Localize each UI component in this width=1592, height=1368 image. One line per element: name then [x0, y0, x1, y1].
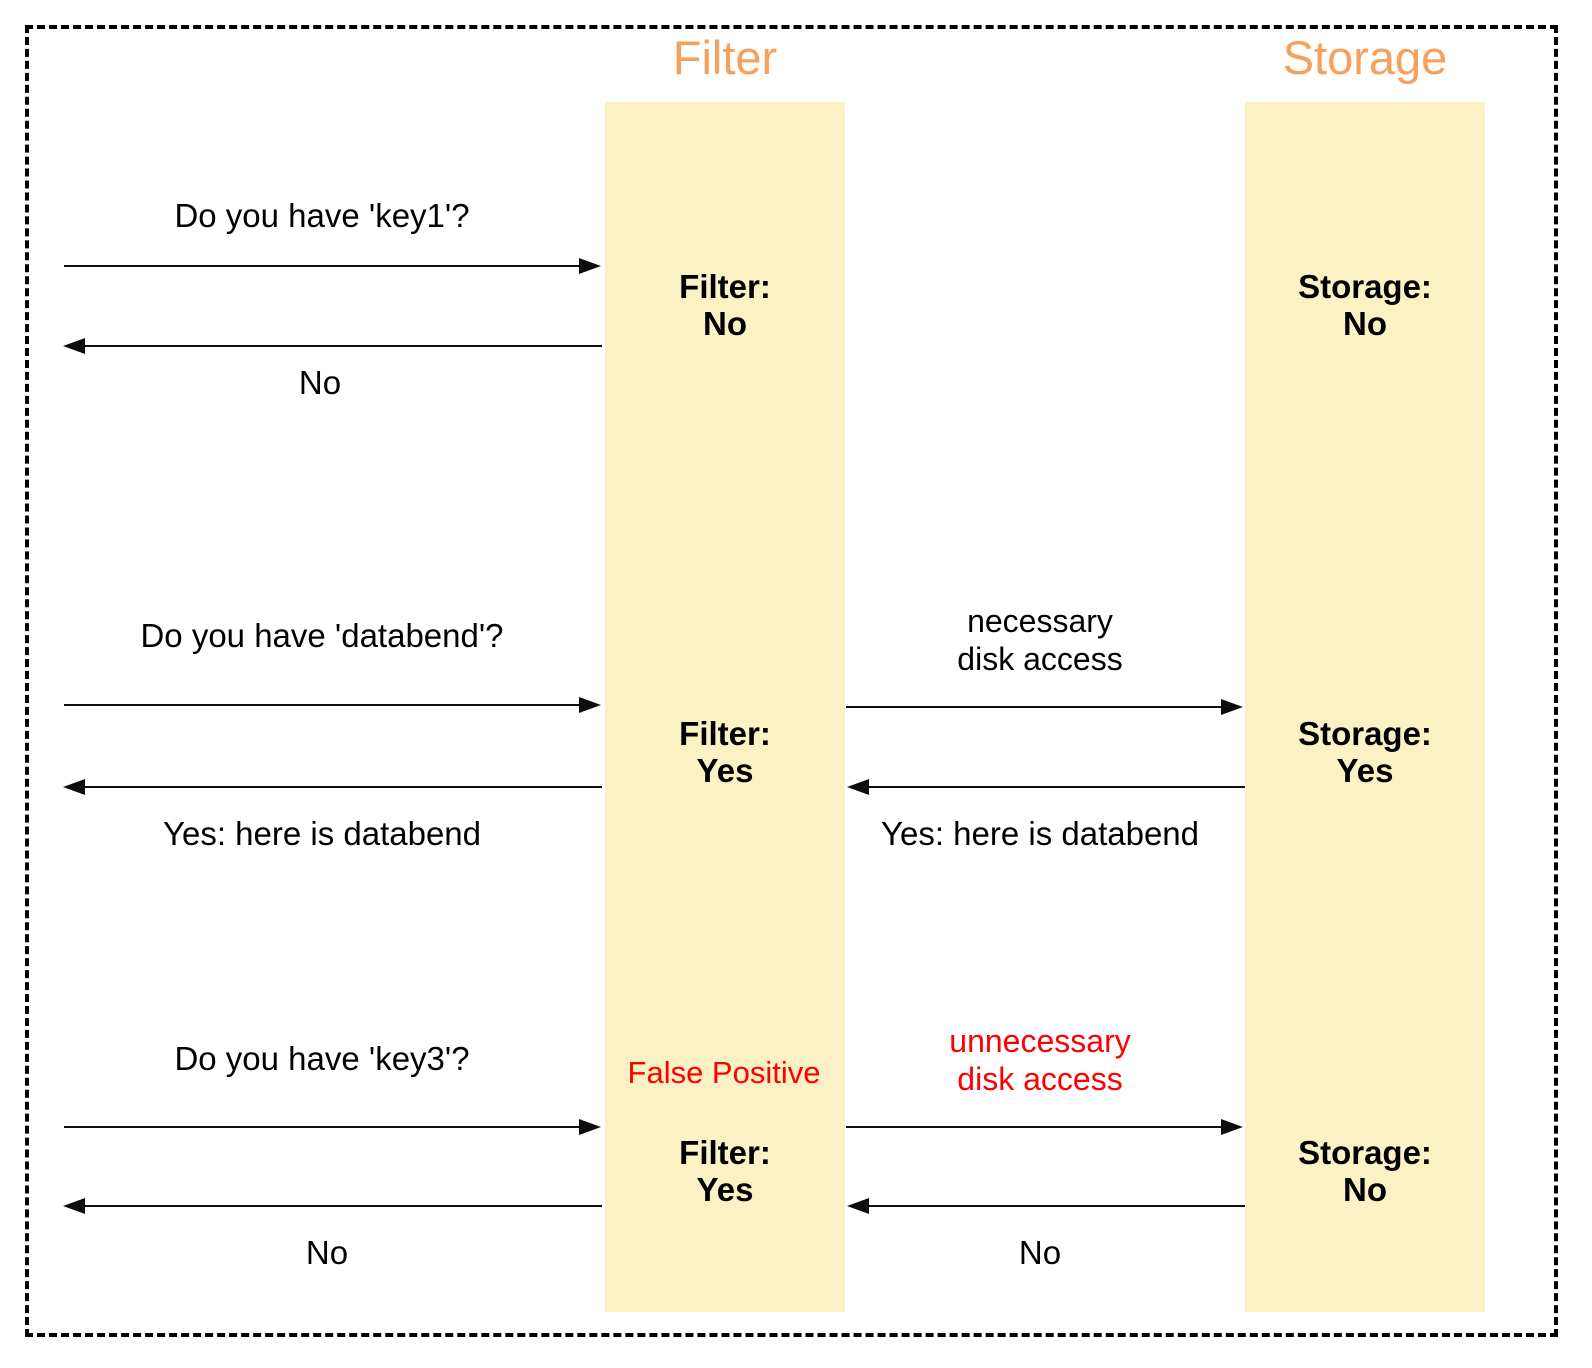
filter-status-key1-line2: No: [702, 305, 747, 342]
arrow-storage-to-filter-key3: [869, 1205, 1245, 1207]
request-label-databend: Do you have 'databend'?: [140, 617, 504, 654]
reply-label-key1: No: [298, 364, 342, 401]
disk-access-note-unnecessary-line1: unnecessary: [949, 1023, 1131, 1059]
filter-status-key3: Filter: Yes: [679, 1134, 771, 1208]
storage-lifeline-band: [1245, 102, 1485, 1312]
storage-status-key1-line1: Storage:: [1298, 268, 1432, 305]
arrow-storage-to-filter-databend: [869, 786, 1245, 788]
arrow-filter-to-client-databend: [85, 786, 602, 788]
storage-status-databend-line1: Storage:: [1298, 715, 1432, 752]
filter-status-key3-line2: Yes: [696, 1171, 754, 1208]
storage-status-key3: Storage: No: [1298, 1134, 1432, 1208]
arrow-client-to-filter-key1: [64, 265, 579, 267]
storage-lane-title: Storage: [1282, 31, 1448, 84]
request-label-key3: Do you have 'key3'?: [174, 1040, 470, 1077]
arrow-filter-to-client-key1: [85, 345, 602, 347]
disk-access-note-necessary-line2: disk access: [957, 641, 1123, 677]
disk-access-note-unnecessary-line2: disk access: [957, 1061, 1123, 1097]
storage-reply-label-databend: Yes: here is databend: [880, 815, 1200, 852]
filter-status-key3-line1: Filter:: [679, 1134, 771, 1171]
filter-status-databend-line1: Filter:: [679, 715, 771, 752]
storage-status-key1-line2: No: [1342, 305, 1387, 342]
storage-status-databend: Storage: Yes: [1298, 715, 1432, 789]
filter-status-key1-line1: Filter:: [679, 268, 771, 305]
filter-status-databend: Filter: Yes: [679, 715, 771, 789]
filter-status-databend-line2: Yes: [696, 752, 754, 789]
disk-access-note-necessary-line1: necessary: [967, 603, 1113, 639]
arrow-client-to-filter-databend: [64, 704, 579, 706]
disk-access-note-unnecessary: unnecessary disk access: [949, 1022, 1130, 1098]
filter-status-key1: Filter: No: [679, 268, 771, 342]
storage-status-key3-line2: No: [1342, 1171, 1387, 1208]
storage-status-key1: Storage: No: [1298, 268, 1432, 342]
request-label-key1: Do you have 'key1'?: [174, 197, 470, 234]
false-positive-label: False Positive: [627, 1055, 821, 1090]
arrow-client-to-filter-key3: [64, 1126, 579, 1128]
arrow-filter-to-storage-key3: [846, 1126, 1221, 1128]
client-reply-label-key3: No: [305, 1234, 349, 1271]
arrow-filter-to-storage-databend: [846, 706, 1221, 708]
storage-reply-label-key3: No: [1018, 1234, 1062, 1271]
filter-lane-title: Filter: [672, 31, 778, 84]
storage-status-key3-line1: Storage:: [1298, 1134, 1432, 1171]
arrow-filter-to-client-key3: [85, 1205, 602, 1207]
disk-access-note-necessary: necessary disk access: [957, 602, 1122, 678]
storage-status-databend-line2: Yes: [1336, 752, 1394, 789]
dashed-border-frame: [25, 25, 1558, 1337]
filter-lifeline-band: [605, 102, 845, 1312]
client-reply-label-databend: Yes: here is databend: [162, 815, 482, 852]
